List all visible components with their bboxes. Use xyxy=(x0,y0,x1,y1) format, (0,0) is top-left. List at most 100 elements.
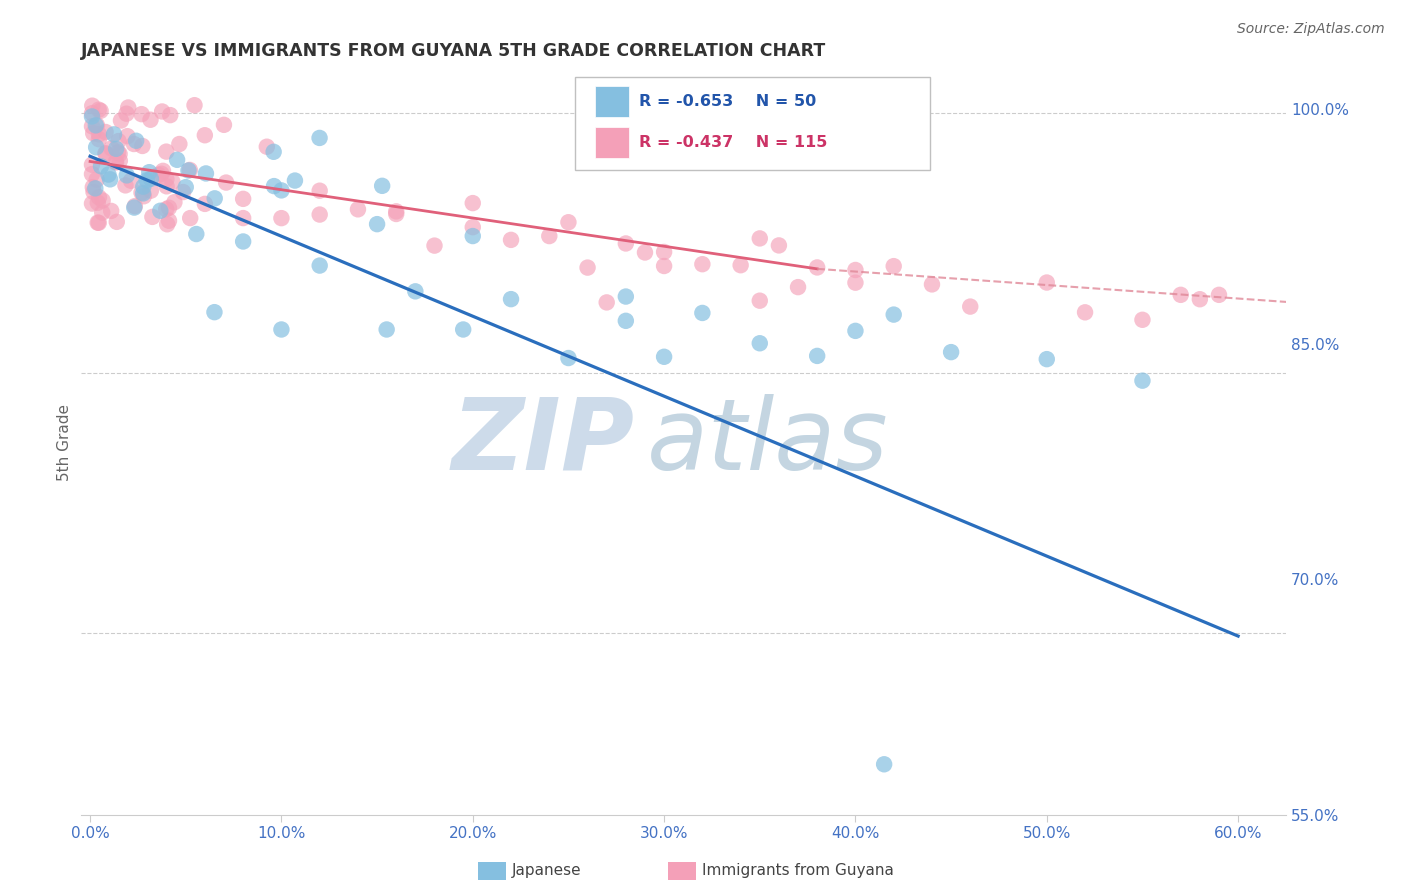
Point xyxy=(634,245,657,260)
Point xyxy=(108,153,131,168)
Point xyxy=(87,195,110,210)
Point xyxy=(87,128,110,142)
Point xyxy=(194,166,217,180)
Point xyxy=(132,189,155,203)
Point xyxy=(692,306,714,320)
Point xyxy=(115,169,138,183)
Point xyxy=(117,101,139,115)
Point xyxy=(939,345,962,359)
Point xyxy=(148,168,170,182)
Y-axis label: 5th Grade: 5th Grade xyxy=(58,403,72,481)
Point xyxy=(91,205,114,219)
Point xyxy=(156,179,179,194)
Point xyxy=(576,260,599,275)
Point xyxy=(86,172,108,186)
Point xyxy=(308,259,330,273)
Point xyxy=(100,203,122,218)
Point xyxy=(787,280,810,294)
Point xyxy=(86,216,108,230)
Point xyxy=(107,145,129,160)
Point xyxy=(105,215,128,229)
Text: Japanese: Japanese xyxy=(512,863,582,878)
Point xyxy=(174,180,197,194)
Text: atlas: atlas xyxy=(647,393,889,491)
Point xyxy=(87,103,110,117)
Point xyxy=(614,314,637,328)
Point xyxy=(105,155,128,169)
Point xyxy=(1170,288,1192,302)
Point xyxy=(103,128,125,142)
Point xyxy=(538,229,561,244)
Point xyxy=(270,322,292,336)
Point xyxy=(82,98,104,112)
Point xyxy=(1132,313,1154,327)
Point xyxy=(169,136,191,151)
Point xyxy=(166,153,188,167)
Point xyxy=(212,118,235,132)
Point xyxy=(138,165,160,179)
Point xyxy=(157,201,180,215)
Point xyxy=(82,180,104,194)
Text: R = -0.653    N = 50: R = -0.653 N = 50 xyxy=(638,95,815,109)
Point xyxy=(179,211,201,225)
Point xyxy=(100,141,122,155)
Point xyxy=(748,336,770,351)
Point xyxy=(461,196,484,211)
Point xyxy=(155,172,177,186)
Point xyxy=(105,142,128,156)
Point xyxy=(84,181,107,195)
Point xyxy=(652,244,675,259)
Point xyxy=(748,293,770,308)
Point xyxy=(186,227,208,241)
FancyBboxPatch shape xyxy=(595,127,628,158)
Point xyxy=(385,204,408,219)
Point xyxy=(139,112,162,127)
Point xyxy=(1188,292,1211,306)
Point xyxy=(461,229,484,244)
Point xyxy=(110,113,132,128)
Point xyxy=(215,176,238,190)
Point xyxy=(131,139,153,153)
Point xyxy=(177,163,200,178)
Text: ZIP: ZIP xyxy=(451,393,636,491)
Point xyxy=(385,207,408,221)
Point xyxy=(139,184,162,198)
Point xyxy=(692,257,714,271)
Point xyxy=(844,263,866,277)
Point xyxy=(125,134,148,148)
Point xyxy=(80,158,103,172)
Point xyxy=(1132,374,1154,388)
Point xyxy=(80,196,103,211)
Point xyxy=(87,216,110,230)
Point xyxy=(194,197,217,211)
Point xyxy=(150,104,173,119)
Point xyxy=(94,146,117,161)
Point xyxy=(308,208,330,222)
Point xyxy=(308,184,330,198)
Point xyxy=(366,217,388,231)
Point xyxy=(375,322,398,336)
Point xyxy=(114,178,136,193)
Point xyxy=(135,173,157,187)
Point xyxy=(404,285,426,299)
Point xyxy=(614,289,637,303)
Point xyxy=(108,147,131,161)
Text: Source: ZipAtlas.com: Source: ZipAtlas.com xyxy=(1237,22,1385,37)
Point xyxy=(347,202,370,217)
FancyBboxPatch shape xyxy=(575,77,931,170)
Point xyxy=(87,190,110,204)
Point xyxy=(806,260,828,275)
Point xyxy=(194,128,217,143)
Point xyxy=(157,213,180,227)
Point xyxy=(80,110,103,124)
Point xyxy=(499,233,522,247)
Point xyxy=(159,108,181,122)
Point xyxy=(461,220,484,235)
Point xyxy=(90,103,112,118)
Point xyxy=(652,350,675,364)
Point xyxy=(139,171,162,186)
Point xyxy=(921,277,943,292)
Point xyxy=(122,201,145,215)
Point xyxy=(163,195,186,210)
Point xyxy=(959,300,981,314)
